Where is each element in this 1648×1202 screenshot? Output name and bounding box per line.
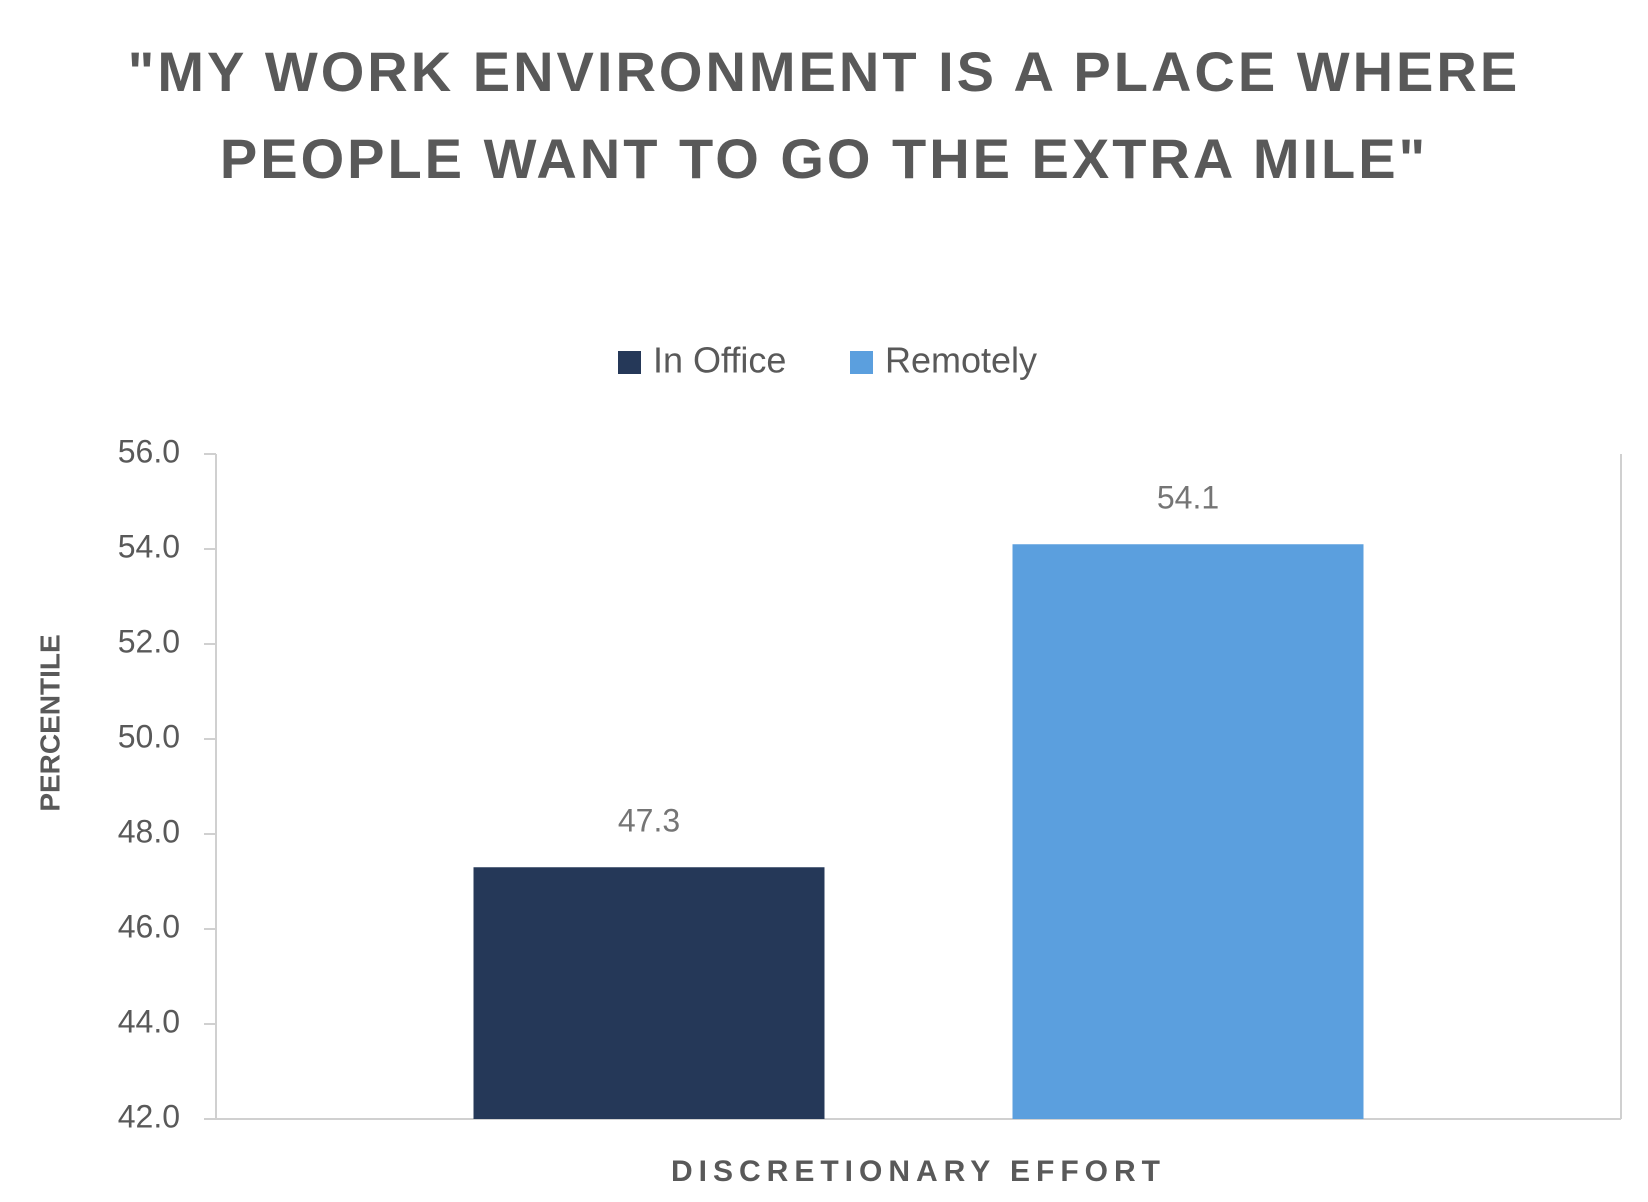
y-axis-label: PERCENTILE — [34, 634, 65, 811]
y-tick-label: 50.0 — [118, 718, 180, 754]
bar — [1012, 544, 1364, 1119]
value-label: 54.1 — [1157, 480, 1219, 516]
value-label: 47.3 — [618, 803, 680, 839]
legend-label: In Office — [653, 340, 786, 381]
chart-title: "MY WORK ENVIRONMENT IS A PLACE WHERE PE… — [127, 40, 1521, 190]
legend-label: Remotely — [885, 340, 1037, 381]
y-tick-label: 48.0 — [118, 813, 180, 849]
x-tick-label: DISCRETIONARY EFFORT — [671, 1155, 1166, 1188]
y-tick-label: 52.0 — [118, 623, 180, 659]
legend-swatch — [850, 351, 873, 374]
y-tick-label: 46.0 — [118, 908, 180, 944]
y-tick-label: 42.0 — [118, 1098, 180, 1134]
bar — [473, 867, 825, 1119]
y-tick-label: 54.0 — [118, 528, 180, 564]
legend-swatch — [618, 351, 641, 374]
y-tick-label: 56.0 — [118, 433, 180, 469]
y-tick-label: 44.0 — [118, 1003, 180, 1039]
